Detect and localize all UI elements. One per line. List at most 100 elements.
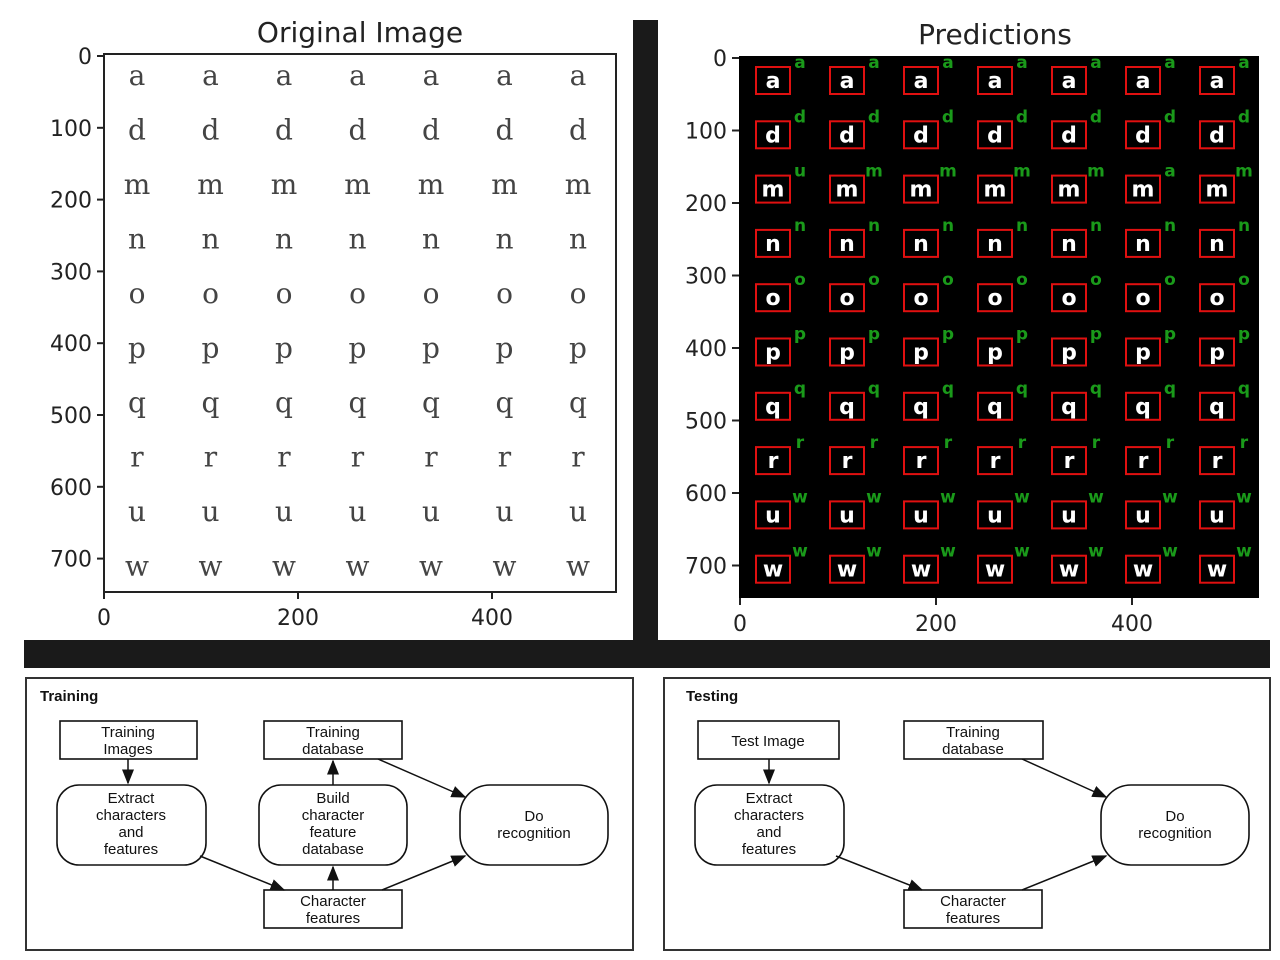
handwritten-character: o [570,277,587,310]
predicted-label: p [868,325,880,345]
handwritten-character: m [491,168,518,201]
handwritten-character: a [202,59,219,92]
prediction-bounding-box [977,337,1013,367]
prediction-bounding-box [903,554,939,584]
predicted-label: o [1016,270,1028,290]
prediction-character: q [1209,395,1225,420]
handwritten-character: r [424,441,438,474]
y-tick-label: 200 [50,189,92,214]
prediction-character: r [1064,449,1075,474]
prediction-bounding-box [977,66,1013,95]
handwritten-character: u [348,495,366,528]
handwritten-character: u [128,495,146,528]
handwritten-character: q [349,386,367,419]
predicted-label: w [792,487,808,507]
prediction-character: q [765,395,781,420]
prediction-bounding-box [829,446,865,476]
predictions-characters: aaaaaaaaaaaaaaddddddddddddddmummmmmmmmma… [755,53,1253,584]
testing-do-recognition-node [1100,784,1250,866]
node-label-line: and [756,824,781,841]
predicted-label: w [1014,542,1030,562]
node-label-line: and [118,824,143,841]
handwritten-character: m [197,168,224,201]
prediction-bounding-box [977,283,1013,313]
node-label-line: character [302,807,365,824]
node-label-line: Do [524,808,543,825]
prediction-bounding-box [755,228,791,258]
x-tick-label: 0 [97,606,111,631]
predicted-label: w [866,542,882,562]
node-label-line: Training [946,724,1000,741]
predicted-label: n [1238,216,1250,236]
arrow-test-features-to-recognition [1021,855,1108,891]
handwritten-character: p [569,332,587,365]
predicted-label: n [794,216,806,236]
prediction-character: w [837,558,857,583]
prediction-bounding-box [977,554,1013,584]
prediction-character: a [840,69,855,94]
prediction-character: o [913,286,928,311]
prediction-character: r [1138,449,1149,474]
prediction-bounding-box [977,446,1013,476]
predicted-label: p [1016,325,1028,345]
prediction-bounding-box [1051,174,1087,204]
handwritten-character: u [569,495,587,528]
prediction-bounding-box [903,337,939,367]
prediction-character: d [987,123,1003,148]
handwritten-character: r [277,441,291,474]
testing-title: Testing [686,688,738,705]
predicted-label: n [942,216,954,236]
node-label-line: features [104,841,158,858]
handwritten-character: o [349,277,366,310]
prediction-character: w [1059,558,1079,583]
prediction-bounding-box [1051,500,1087,530]
predicted-label: r [1018,433,1027,453]
prediction-bounding-box [1125,500,1161,530]
prediction-bounding-box [1199,391,1235,421]
predicted-label: n [1164,216,1176,236]
prediction-bounding-box [903,66,939,95]
predictions-x-ticks: 0 200 400 [733,598,1153,637]
y-tick-label: 500 [50,404,92,429]
handwritten-character: p [202,332,220,365]
testing-flowchart: Testing Test Image Extractcharactersandf… [663,677,1271,951]
predicted-label: o [1238,270,1250,290]
handwritten-character: m [271,168,298,201]
original-handwritten-characters: a a a a a a ad d d d d d dm m m m m m mn n n n n n no o o o o o op p p p p… [124,59,592,583]
prediction-character: p [839,341,855,366]
prediction-bounding-box [1199,283,1235,313]
arrow-features-to-recognition [381,855,467,891]
prediction-character: u [913,503,929,528]
handwritten-character: w [125,550,149,583]
prediction-bounding-box [1199,337,1235,367]
predicted-label: r [1092,433,1101,453]
prediction-bounding-box [1051,391,1087,421]
prediction-bounding-box [755,174,791,204]
prediction-character: m [910,178,933,203]
handwritten-character: n [348,223,366,256]
predicted-label: p [942,325,954,345]
predicted-label: n [868,216,880,236]
predicted-label: d [868,107,880,127]
prediction-character: n [1061,232,1077,257]
prediction-character: p [1209,341,1225,366]
predicted-label: a [868,53,879,73]
prediction-character: w [985,558,1005,583]
training-title: Training [40,688,98,705]
prediction-bounding-box [1125,283,1161,313]
prediction-bounding-box [829,554,865,584]
node-label-line: recognition [1138,825,1211,842]
original-image-title: Original Image [257,16,463,49]
node-label-line: database [942,741,1004,758]
prediction-character: p [1061,341,1077,366]
prediction-bounding-box [755,500,791,530]
handwritten-character: u [495,495,513,528]
prediction-character: q [913,395,929,420]
prediction-bounding-box [755,66,791,95]
prediction-character: d [1061,123,1077,148]
handwritten-character: a [276,59,293,92]
node-label-line: Images [103,741,152,758]
predicted-label: a [1238,53,1249,73]
